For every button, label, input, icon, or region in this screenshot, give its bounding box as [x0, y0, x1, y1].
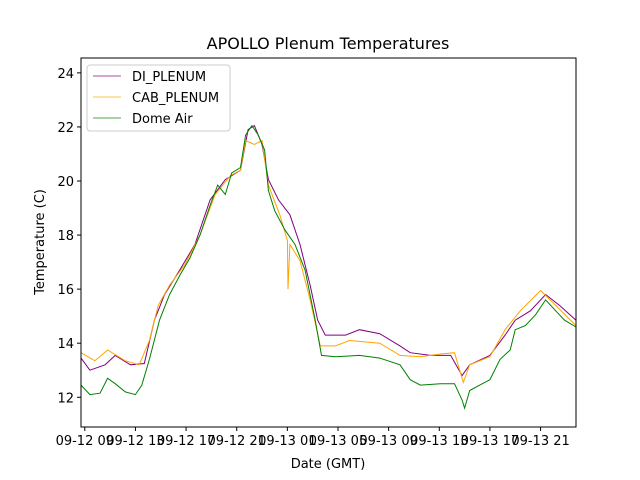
x-tick-label: 09-13 13 [410, 434, 468, 449]
y-tick-label: 14 [57, 337, 74, 352]
y-tick-label: 22 [57, 121, 74, 136]
x-tick-label: 09-12 13 [106, 434, 164, 449]
legend-label-cab-plenum: CAB_PLENUM [132, 91, 219, 106]
y-axis: 12 14 16 18 20 22 24 [57, 67, 81, 406]
x-tick-label: 09-12 09 [56, 434, 114, 449]
series-line-dome-air [80, 124, 577, 410]
x-axis-label: Date (GMT) [291, 457, 366, 472]
chart-title: APOLLO Plenum Temperatures [207, 34, 450, 53]
legend: DI_PLENUM CAB_PLENUM Dome Air [86, 64, 231, 132]
legend-box [86, 64, 231, 132]
x-tick-label: 09-12 17 [157, 434, 215, 449]
x-tick-label: 09-13 17 [461, 434, 519, 449]
plot-frame [80, 57, 577, 428]
y-tick-label: 18 [57, 229, 74, 244]
x-tick-label: 09-13 01 [258, 434, 316, 449]
y-tick-label: 20 [57, 175, 74, 190]
x-tick-label: 09-13 05 [309, 434, 367, 449]
y-tick-label: 12 [57, 391, 74, 406]
x-tick-label: 09-13 21 [511, 434, 569, 449]
y-tick-label: 24 [57, 67, 74, 82]
legend-label-dome-air: Dome Air [132, 112, 193, 127]
series-line-cab-plenum [80, 139, 577, 384]
series-line-di-plenum [80, 124, 577, 377]
legend-label-di-plenum: DI_PLENUM [132, 70, 206, 85]
x-tick-label: 09-13 09 [359, 434, 417, 449]
series-layer [80, 124, 577, 410]
y-tick-label: 16 [57, 283, 74, 298]
x-tick-label: 09-12 21 [207, 434, 265, 449]
y-axis-label: Temperature (C) [33, 189, 48, 296]
